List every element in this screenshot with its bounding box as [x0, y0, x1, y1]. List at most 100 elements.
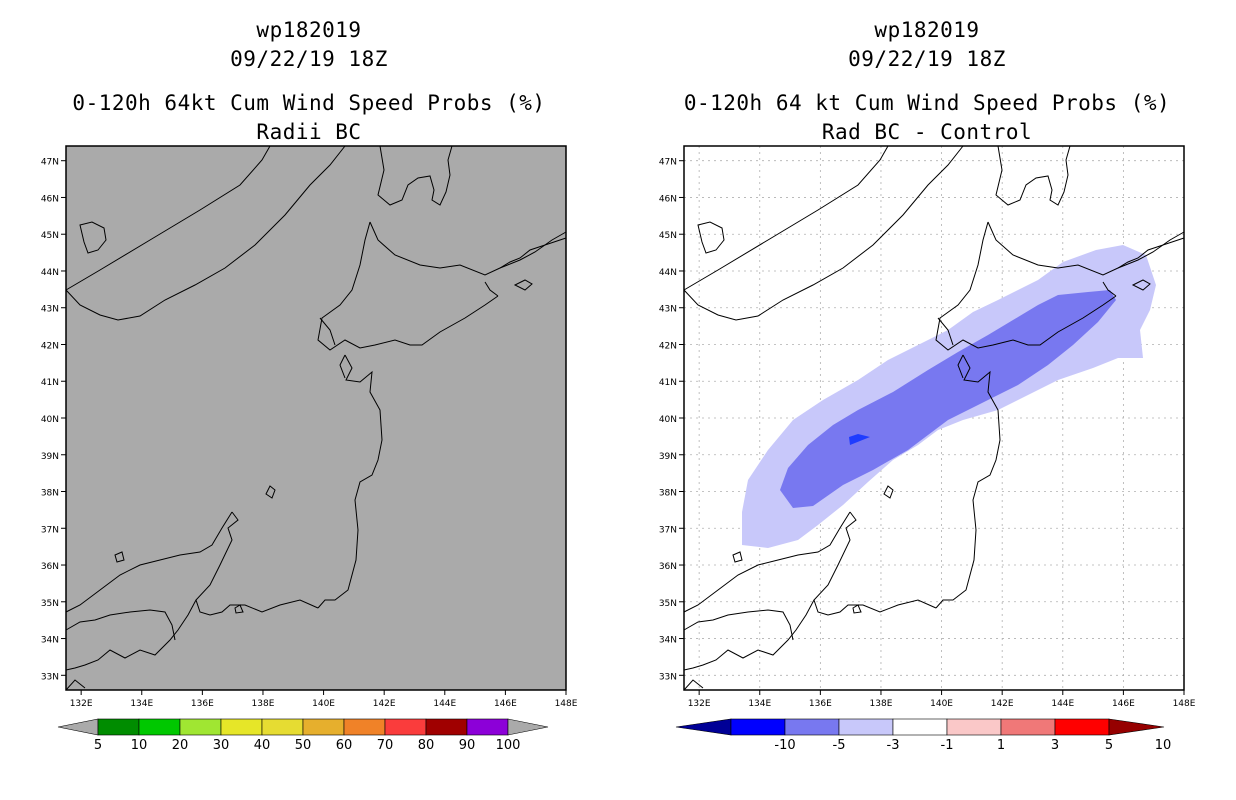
colorbar-label: 1: [997, 738, 1005, 753]
colorbar-box: [179, 718, 222, 736]
coastline-segment: [957, 354, 964, 379]
coastline-segment: [317, 221, 499, 351]
colorbar-label: -5: [833, 738, 846, 753]
right-title-subtitle: Rad BC - Control: [821, 120, 1033, 144]
lon-label: 140E: [312, 699, 335, 709]
lat-label: 42N: [41, 341, 59, 351]
lat-label: 37N: [41, 525, 59, 535]
coastline-segment: [499, 237, 567, 269]
lat-label: 36N: [41, 562, 59, 572]
colorbar-low-triangle: [675, 718, 732, 736]
lon-label: 144E: [433, 699, 456, 709]
lat-label: 47N: [659, 158, 677, 168]
coastline-segment: [369, 221, 567, 276]
lon-label: 146E: [494, 699, 517, 709]
colorbar-box: [302, 718, 345, 736]
lat-label: 44N: [41, 268, 59, 278]
left-panel: wp182019 09/22/19 18Z 0-120h 64kt Cum Wi…: [41, 18, 578, 753]
left-title-subtitle: Radii BC: [256, 120, 362, 144]
lat-label: 43N: [659, 305, 677, 315]
coastline-segment: [937, 317, 954, 346]
colorbar-box: [730, 718, 786, 736]
colorbar-label: -1: [941, 738, 954, 753]
left-coastline: [65, 145, 567, 691]
lon-label: 140E: [930, 699, 953, 709]
left-map-field: [66, 146, 566, 690]
right-colorbar: -10 -5 -3 -1 1 3 5 10: [675, 718, 1172, 753]
lat-label: 35N: [41, 599, 59, 609]
coastline-segment: [683, 609, 794, 641]
lat-label: 43N: [41, 305, 59, 315]
lat-label: 46N: [41, 194, 59, 204]
coastline-segment: [65, 511, 233, 613]
colorbar-label: 10: [1155, 738, 1172, 753]
coastline-segment: [732, 551, 743, 563]
coastline-segment: [1131, 279, 1151, 291]
coastline-segment: [683, 145, 964, 321]
lon-label: 144E: [1051, 699, 1074, 709]
colorbar-box: [261, 718, 304, 736]
lat-label: 45N: [659, 231, 677, 241]
colorbar-box: [220, 718, 263, 736]
colorbar-label: 5: [1105, 738, 1113, 753]
coastline-segment: [114, 551, 125, 563]
coastline-segment: [65, 609, 176, 641]
left-title-storm: wp182019: [256, 18, 362, 42]
coastline-segment: [697, 221, 725, 254]
coastline-segment: [65, 599, 197, 671]
lat-label: 33N: [41, 672, 59, 682]
left-title-date: 09/22/19 18Z: [230, 47, 388, 71]
coastline-segment: [935, 221, 1117, 351]
lon-label: 136E: [191, 699, 214, 709]
coastline-segment: [1117, 237, 1185, 269]
lon-label: 148E: [1173, 699, 1196, 709]
lon-label: 142E: [991, 699, 1014, 709]
lat-label: 39N: [41, 452, 59, 462]
lat-label: 41N: [659, 378, 677, 388]
coastline-segment: [65, 145, 346, 321]
coastline-segment: [935, 354, 1001, 609]
lon-label: 146E: [1112, 699, 1135, 709]
colorbar-box: [425, 718, 468, 736]
colorbar-box: [892, 718, 948, 736]
coastline-segment: [79, 221, 107, 254]
left-axes: 47N 46N 45N 44N 43N 42N 41N 40N 39N 38N 37N 36N 35N 3…: [41, 158, 578, 709]
right-map-svg: 47N 46N 45N 44N 43N 42N 41N 40N 39N 38N 37N 36N 35N 3…: [659, 145, 1196, 753]
right-title-storm: wp182019: [874, 18, 980, 42]
lon-label: 148E: [555, 699, 578, 709]
coastline-segment: [265, 485, 276, 499]
lat-label: 38N: [41, 489, 59, 499]
colorbar-label: 50: [295, 738, 312, 753]
lon-label: 134E: [130, 699, 153, 709]
lat-label: 38N: [659, 489, 677, 499]
coastline-segment: [339, 354, 346, 379]
coastline-segment: [995, 145, 1071, 206]
coastline-segment: [683, 599, 815, 671]
lat-label: 36N: [659, 562, 677, 572]
coastline-segment: [377, 145, 453, 206]
right-title-product: 0-120h 64 kt Cum Wind Speed Probs (%): [683, 91, 1171, 115]
coastline-segment: [813, 511, 937, 616]
coastline-segment: [319, 317, 336, 346]
lat-label: 34N: [659, 636, 677, 646]
coastline-segment: [1102, 281, 1117, 297]
lat-label: 46N: [659, 194, 677, 204]
coastline-segment: [484, 281, 499, 297]
colorbar-label: 90: [459, 738, 476, 753]
lat-label: 40N: [659, 415, 677, 425]
lon-label: 132E: [688, 699, 711, 709]
left-colorbar: 5 10 20 30 40 50 60 70 80 90 100: [57, 718, 549, 753]
coastline-segment: [513, 279, 533, 291]
colorbar-label: 20: [172, 738, 189, 753]
colorbar-label: 100: [496, 738, 521, 753]
colorbar-box: [138, 718, 181, 736]
coastline-segment: [234, 604, 244, 614]
lat-label: 37N: [659, 525, 677, 535]
lon-label: 132E: [70, 699, 93, 709]
coastline-segment: [317, 354, 383, 609]
lat-label: 41N: [41, 378, 59, 388]
colorbar-box: [343, 718, 386, 736]
lat-label: 40N: [41, 415, 59, 425]
coastline-segment: [65, 145, 271, 291]
colorbar-box: [97, 718, 140, 736]
